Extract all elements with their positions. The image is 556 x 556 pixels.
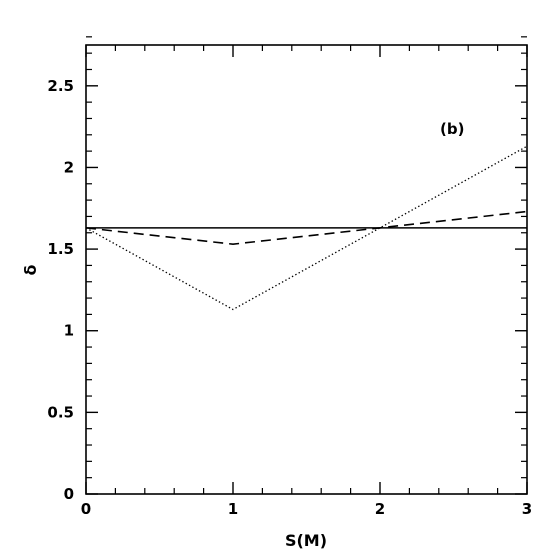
y-tick-label: 2.5 [47, 77, 74, 95]
major-ticks [85, 45, 528, 495]
y-tick-label: 0 [64, 485, 74, 503]
y-tick-label: 1 [64, 322, 74, 340]
plot-frame [85, 44, 528, 495]
y-axis-title: δ [21, 265, 40, 276]
series-lines [85, 145, 528, 311]
tick-labels: 0 1 2 3 0 0.5 1 1.5 2 2.5 [47, 77, 532, 518]
series-line-dashed [85, 210, 528, 245]
x-tick-label: 0 [81, 500, 91, 518]
x-tick-label: 3 [522, 500, 532, 518]
series-line-dotted [85, 145, 528, 311]
y-tick-label: 1.5 [47, 240, 74, 258]
minor-ticks [86, 36, 527, 494]
x-axis-title: S(M) [285, 531, 327, 550]
y-tick-label: 0.5 [47, 403, 74, 421]
x-tick-label: 2 [375, 500, 385, 518]
x-tick-label: 1 [228, 500, 238, 518]
y-tick-label: 2 [64, 158, 74, 176]
panel-annotation: (b) [440, 120, 464, 138]
